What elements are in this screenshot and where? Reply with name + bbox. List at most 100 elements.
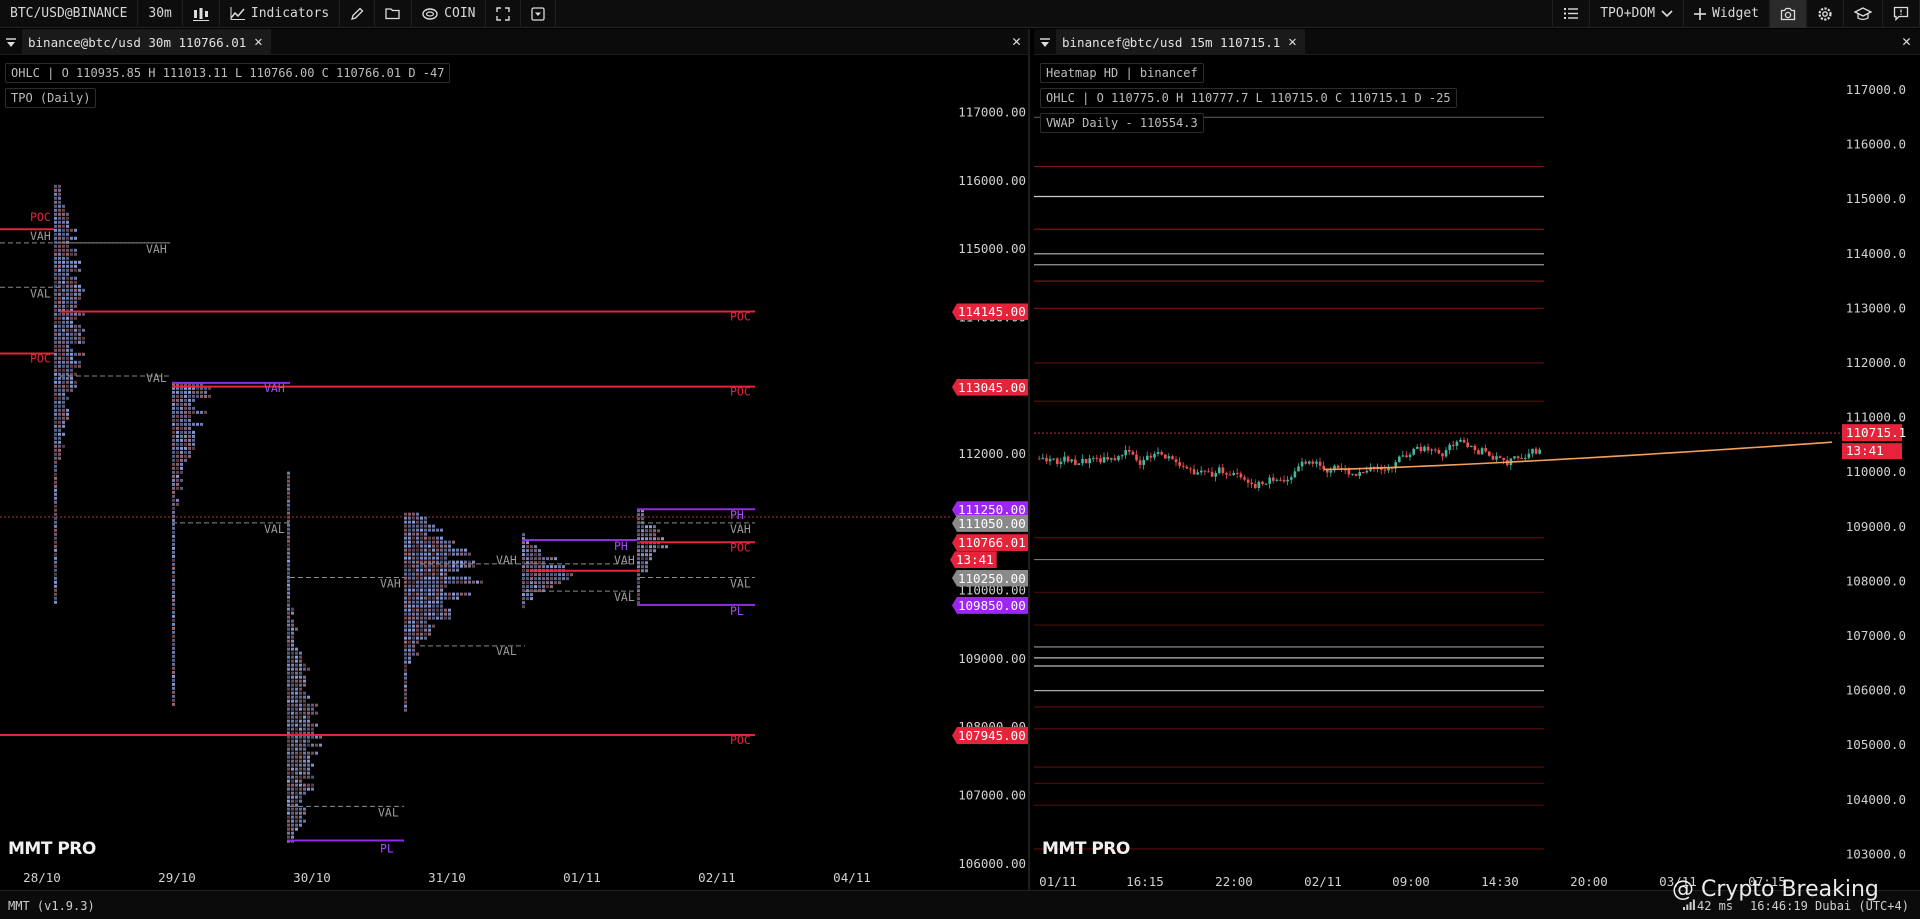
tpo-block [74, 252, 77, 256]
screenshot-button[interactable] [1770, 0, 1807, 28]
chart-type-button[interactable] [183, 0, 220, 28]
tpo-block [54, 364, 57, 368]
tpo-block [66, 396, 69, 400]
tpo-block [287, 623, 290, 627]
timeframe-selector[interactable]: 30m [138, 0, 183, 28]
tpo-block [412, 624, 415, 628]
tpo-block [522, 553, 525, 557]
close-tab-icon[interactable]: ✕ [254, 34, 263, 50]
tpo-block [412, 512, 415, 516]
tpo-chart[interactable]: 117000.00116000.00115000.00114000.001130… [0, 55, 1030, 890]
tpo-block [54, 308, 57, 312]
chat-button[interactable] [1883, 0, 1920, 28]
tpo-block [54, 300, 57, 304]
tpo-block [432, 548, 435, 552]
tpo-block [188, 390, 191, 394]
left-chart-tab[interactable]: binance@btc/usd 30m 110766.01 ✕ [22, 29, 271, 55]
tpo-block [412, 564, 415, 568]
vwap-label[interactable]: VWAP Daily - 110554.3 [1040, 113, 1204, 133]
tpo-block [416, 640, 419, 644]
tpo-block [428, 604, 431, 608]
tpo-block [54, 460, 57, 464]
tpo-block [78, 284, 81, 288]
tpo-block [432, 524, 435, 528]
tpo-block [70, 364, 73, 368]
list-view-button[interactable] [1552, 0, 1591, 28]
open-layout-button[interactable] [375, 0, 413, 28]
tpo-block [522, 597, 525, 601]
vah-label: VAH [146, 242, 167, 256]
profile-02-11 [637, 509, 668, 605]
draw-tool-button[interactable] [340, 0, 376, 28]
tpo-block [54, 444, 57, 448]
tpo-block [62, 260, 65, 264]
tpo-block [404, 632, 407, 636]
academy-button[interactable] [1844, 0, 1883, 28]
tpo-block [295, 731, 298, 735]
candle-body [1394, 462, 1397, 469]
tpo-block [412, 524, 415, 528]
tpo-block [428, 536, 431, 540]
tpo-block [649, 557, 652, 561]
tpo-block [452, 580, 455, 584]
y-axis-tick-label: 109000.00 [958, 651, 1026, 666]
candle-body [1484, 448, 1487, 452]
indicators-button[interactable]: Indicators [220, 0, 341, 28]
tpo-block [66, 244, 69, 248]
heatmap-chart[interactable]: 117000.0116000.0115000.0114000.0113000.0… [1034, 55, 1920, 890]
tpo-block [412, 544, 415, 548]
tpo-block [66, 344, 69, 348]
tpo-block [412, 648, 415, 652]
tpo-block [436, 576, 439, 580]
candle-body [1207, 471, 1210, 473]
tpo-block [416, 516, 419, 520]
tpo-block [424, 616, 427, 620]
candle-body [1459, 439, 1462, 442]
right-chart-tab[interactable]: binancef@btc/usd 15m 110715.1 ✕ [1056, 29, 1305, 55]
tpo-block [54, 352, 57, 356]
tpo-indicator-label[interactable]: TPO (Daily) [5, 88, 97, 108]
heatmap-label[interactable]: Heatmap HD | binancef [1040, 63, 1204, 83]
tpo-block [172, 590, 175, 594]
tpo-block [74, 336, 77, 340]
tpo-block [66, 264, 69, 268]
tpo-block [440, 608, 443, 612]
tpo-block [412, 572, 415, 576]
dropdown-menu-button[interactable] [521, 0, 557, 28]
tpo-block [70, 380, 73, 384]
tpo-block [291, 823, 294, 827]
tpo-block [299, 735, 302, 739]
tpo-block [460, 548, 463, 552]
tpo-block [416, 544, 419, 548]
close-panel-icon[interactable]: ✕ [1902, 32, 1912, 50]
panel-menu-icon[interactable] [1040, 37, 1050, 51]
tpo-block [412, 612, 415, 616]
tpo-block [448, 616, 451, 620]
tpo-block [303, 695, 306, 699]
candles [1038, 437, 1541, 492]
close-panel-icon[interactable]: ✕ [1012, 32, 1022, 50]
tpo-block [70, 228, 73, 232]
tpo-block [172, 558, 175, 562]
tpo-block [432, 624, 435, 628]
tpo-block [424, 544, 427, 548]
tpo-block [645, 525, 648, 529]
tpo-block [58, 312, 61, 316]
tpo-block [74, 284, 77, 288]
add-widget-button[interactable]: Widget [1684, 0, 1770, 28]
layout-selector[interactable]: TPO+DOM [1590, 0, 1685, 28]
tpo-block [522, 573, 525, 577]
tpo-block [408, 520, 411, 524]
tpo-block [424, 528, 427, 532]
settings-button[interactable] [1807, 0, 1844, 28]
tpo-block [62, 420, 65, 424]
tpo-block [58, 272, 61, 276]
symbol-selector[interactable]: BTC/USD@BINANCE [0, 0, 139, 28]
x-axis-tick-label: 31/10 [428, 870, 466, 885]
coin-button[interactable]: COIN [412, 0, 487, 28]
close-tab-icon[interactable]: ✕ [1288, 34, 1297, 50]
tpo-block [58, 208, 61, 212]
dropdown-box-icon [531, 6, 546, 21]
panel-menu-icon[interactable] [6, 37, 16, 51]
fullscreen-button[interactable] [486, 0, 522, 28]
